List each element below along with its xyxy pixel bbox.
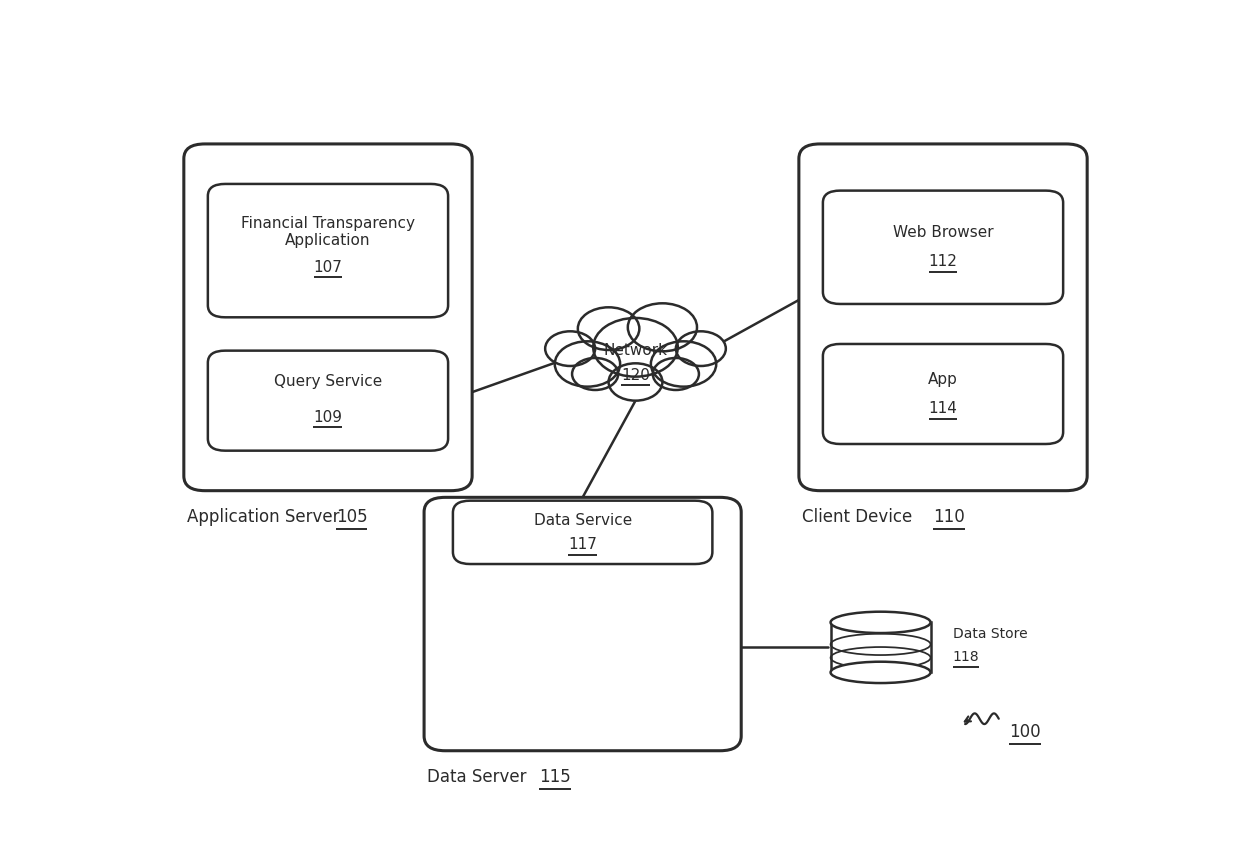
FancyBboxPatch shape [799, 144, 1087, 491]
Text: Financial Transparency
Application: Financial Transparency Application [241, 216, 415, 249]
FancyBboxPatch shape [208, 351, 448, 450]
Circle shape [593, 318, 678, 377]
Text: Application Server: Application Server [187, 508, 345, 526]
FancyBboxPatch shape [453, 501, 713, 564]
Circle shape [627, 303, 697, 352]
Text: Web Browser: Web Browser [893, 225, 993, 240]
FancyBboxPatch shape [823, 344, 1063, 444]
FancyBboxPatch shape [184, 144, 472, 491]
Bar [831, 623, 930, 672]
Text: 118: 118 [952, 650, 980, 664]
FancyBboxPatch shape [424, 497, 742, 751]
Ellipse shape [831, 662, 930, 683]
Text: Data Service: Data Service [533, 513, 631, 528]
Text: 110: 110 [934, 508, 965, 526]
Circle shape [652, 358, 699, 390]
Text: 100: 100 [1009, 723, 1040, 741]
FancyBboxPatch shape [823, 191, 1063, 304]
Text: 107: 107 [314, 260, 342, 275]
Circle shape [554, 341, 620, 386]
Text: 115: 115 [539, 768, 572, 786]
Text: 117: 117 [568, 537, 598, 552]
Text: 105: 105 [336, 508, 367, 526]
FancyBboxPatch shape [208, 184, 448, 317]
Ellipse shape [831, 611, 930, 633]
Text: Data Store: Data Store [952, 627, 1027, 641]
Text: 114: 114 [929, 401, 957, 417]
Circle shape [651, 341, 717, 386]
Text: 120: 120 [621, 368, 650, 383]
Circle shape [676, 332, 725, 366]
Circle shape [578, 307, 640, 350]
Text: 109: 109 [314, 410, 342, 425]
Text: Data Server: Data Server [427, 768, 532, 786]
Text: Query Service: Query Service [274, 374, 382, 390]
Circle shape [609, 364, 662, 401]
Text: 112: 112 [929, 255, 957, 269]
Text: Network: Network [604, 343, 667, 359]
Text: App: App [928, 372, 959, 387]
Text: Client Device: Client Device [802, 508, 918, 526]
Circle shape [546, 332, 595, 366]
Circle shape [572, 358, 619, 390]
